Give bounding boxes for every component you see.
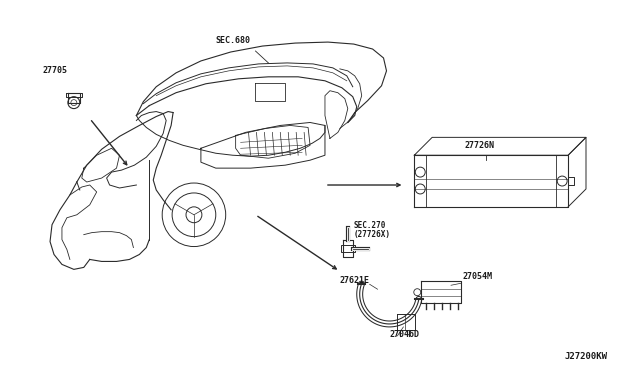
- Text: 27726N: 27726N: [465, 141, 495, 150]
- Text: (27726X): (27726X): [354, 230, 391, 238]
- Text: SEC.680: SEC.680: [216, 36, 251, 45]
- Text: 27054M: 27054M: [463, 272, 493, 281]
- Text: 27705: 27705: [42, 66, 67, 75]
- Text: J27200KW: J27200KW: [564, 352, 607, 361]
- Text: SEC.270: SEC.270: [354, 221, 386, 230]
- Text: 27046D: 27046D: [390, 330, 419, 339]
- Text: 27621E: 27621E: [340, 276, 370, 285]
